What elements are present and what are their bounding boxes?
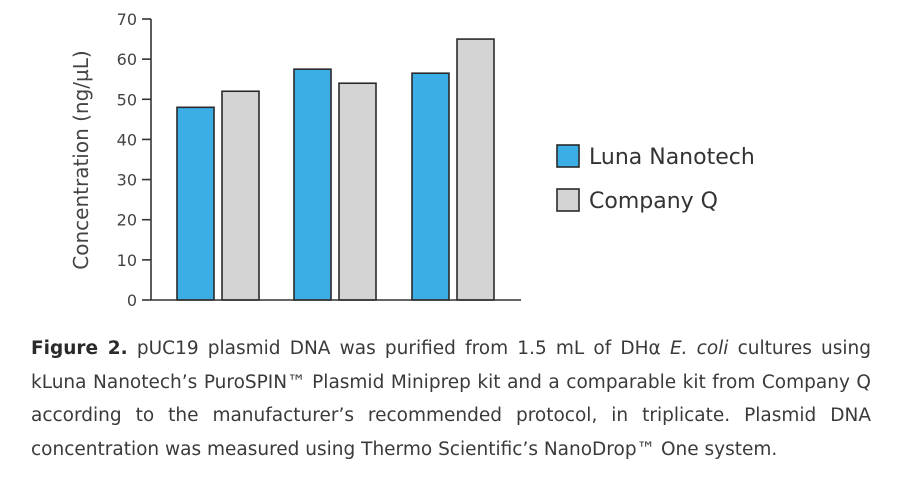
y-tick-label: 50	[117, 90, 137, 109]
caption-text-part2: cultures using kLuna Nanotech’s PuroSPIN…	[31, 338, 872, 460]
y-tick-label: 60	[117, 50, 137, 69]
y-axis-title: Concentration (ng/µL)	[69, 50, 93, 269]
bar-chart: 0 10 20 30 40 50 60 70 Concentration (ng/µL) Lu…	[69, 10, 755, 310]
figure-caption: Figure 2. pUC19 plasmid DNA was purified…	[31, 332, 871, 466]
legend-label-companyq: Company Q	[589, 189, 718, 214]
bar-luna-3	[411, 72, 450, 301]
y-tick-label: 30	[117, 171, 137, 190]
caption-text-part1: pUC19 plasmid DNA was purified from 1.5 …	[127, 338, 670, 359]
legend: Luna Nanotech Company Q	[556, 144, 755, 214]
caption-species: E. coli	[669, 338, 729, 359]
y-tick-label: 0	[127, 291, 137, 310]
legend-swatch-luna	[556, 144, 580, 168]
bar-companyq-2	[338, 82, 377, 301]
y-tick-label: 20	[117, 211, 137, 230]
y-tick-label: 70	[117, 10, 137, 29]
bar-companyq-1	[221, 90, 260, 301]
caption-label: Figure 2.	[31, 338, 128, 359]
legend-swatch-companyq	[556, 188, 580, 212]
y-tick-label: 40	[117, 130, 137, 149]
legend-label-luna: Luna Nanotech	[589, 145, 755, 170]
bar-companyq-3	[456, 38, 495, 301]
bars-group	[176, 38, 495, 301]
y-axis: 0 10 20 30 40 50 60 70	[117, 10, 152, 310]
bar-luna-2	[293, 68, 332, 301]
y-tick-label: 10	[117, 251, 137, 270]
bar-luna-1	[176, 106, 215, 301]
